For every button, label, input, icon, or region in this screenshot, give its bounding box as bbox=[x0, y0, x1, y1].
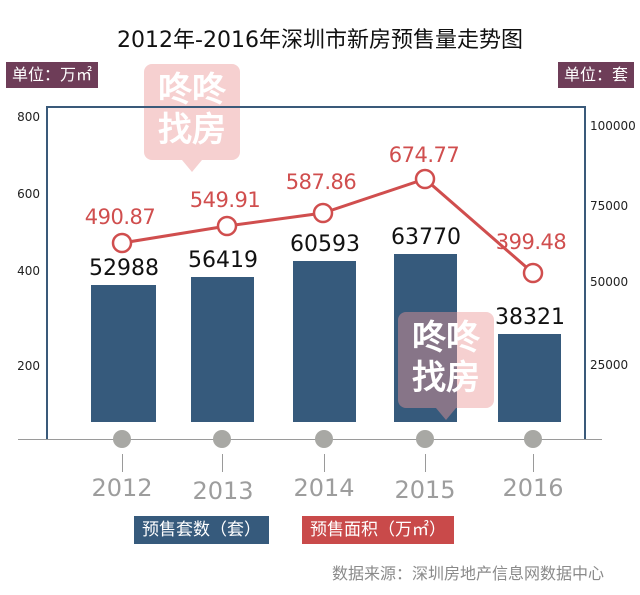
x-tick-2015 bbox=[425, 454, 426, 472]
x-dot-2014 bbox=[315, 430, 333, 448]
x-tick-2012 bbox=[122, 454, 123, 472]
bar-2013 bbox=[191, 277, 254, 422]
left-unit-badge: 单位：万㎡ bbox=[6, 62, 99, 88]
x-label-2012: 2012 bbox=[91, 474, 153, 502]
watermark-line2: 找房 bbox=[158, 110, 226, 150]
bar-label-2015: 63770 bbox=[391, 225, 461, 250]
x-label-2013: 2013 bbox=[192, 477, 254, 505]
x-tick-2013 bbox=[222, 454, 223, 472]
x-label-2015: 2015 bbox=[394, 476, 456, 504]
bar-label-2014: 60593 bbox=[290, 232, 360, 257]
right-tick-50000: 50000 bbox=[590, 275, 629, 289]
left-tick-400: 400 bbox=[17, 264, 40, 278]
chart-title: 2012年-2016年深圳市新房预售量走势图 bbox=[117, 28, 523, 53]
bar-2012 bbox=[91, 285, 156, 422]
right-tick-75000: 75000 bbox=[590, 199, 629, 213]
watermark-line1: 咚咚 bbox=[412, 318, 480, 358]
data-source: 数据来源：深圳房地产信息网数据中心 bbox=[331, 564, 604, 583]
left-tick-600: 600 bbox=[17, 187, 40, 201]
x-dot-2015 bbox=[416, 430, 434, 448]
point-label-2012: 490.87 bbox=[84, 205, 156, 229]
watermark-line1: 咚咚 bbox=[158, 70, 226, 110]
x-label-2016: 2016 bbox=[502, 474, 564, 502]
legend-area: 预售面积（万㎡） bbox=[302, 516, 454, 544]
watermark-logo-top: 咚咚 找房 bbox=[144, 64, 240, 172]
left-tick-800: 800 bbox=[17, 110, 40, 124]
bar-label-2012: 52988 bbox=[89, 256, 159, 281]
x-axis-line bbox=[18, 439, 602, 440]
x-tick-2016 bbox=[533, 454, 534, 472]
bar-2016 bbox=[498, 334, 561, 422]
bar-2014 bbox=[293, 261, 356, 422]
right-tick-25000: 25000 bbox=[590, 358, 629, 372]
bar-2015 bbox=[394, 254, 457, 422]
bar-label-2013: 56419 bbox=[188, 248, 258, 273]
x-label-2014: 2014 bbox=[293, 474, 355, 502]
point-label-2013: 549.91 bbox=[189, 188, 261, 212]
point-label-2016: 399.48 bbox=[495, 230, 567, 254]
x-dot-2013 bbox=[213, 430, 231, 448]
plot-area bbox=[46, 106, 586, 440]
left-tick-200: 200 bbox=[17, 359, 40, 373]
right-tick-100000: 100000 bbox=[590, 119, 636, 133]
point-label-2015: 674.77 bbox=[388, 143, 460, 167]
legend-units-sold: 预售套数（套） bbox=[134, 516, 269, 544]
bar-label-2016: 38321 bbox=[495, 305, 565, 330]
right-unit-badge: 单位：套 bbox=[557, 62, 634, 88]
watermark-logo-bottom: 咚咚 找房 bbox=[398, 312, 494, 420]
x-tick-2014 bbox=[324, 454, 325, 472]
point-label-2014: 587.86 bbox=[285, 170, 357, 194]
x-dot-2016 bbox=[524, 430, 542, 448]
x-dot-2012 bbox=[113, 430, 131, 448]
watermark-line2: 找房 bbox=[412, 358, 480, 398]
